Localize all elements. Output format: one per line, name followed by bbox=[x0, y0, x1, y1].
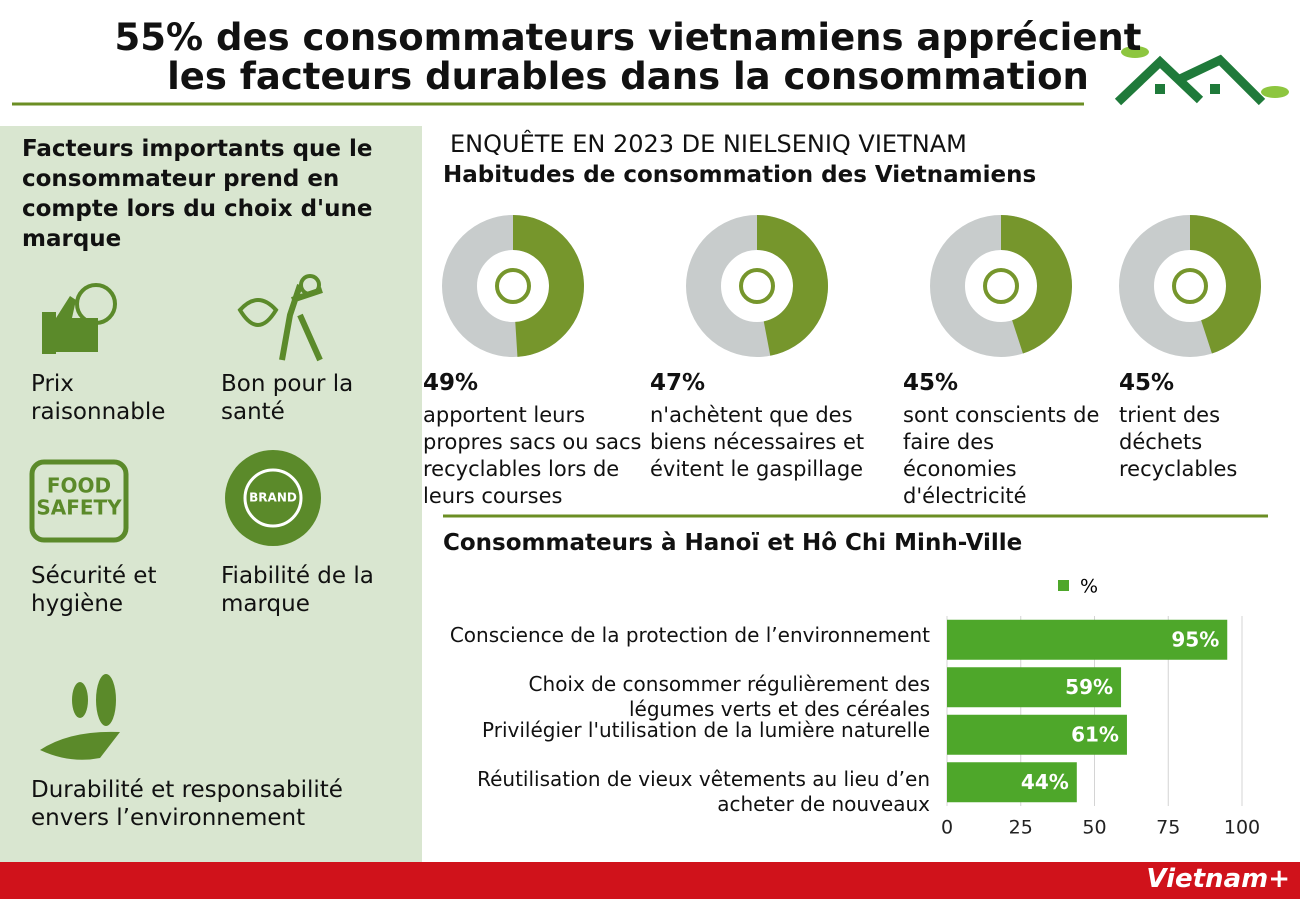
x-tick-label: 50 bbox=[1082, 817, 1106, 839]
logo bbox=[1114, 46, 1289, 106]
bar-value-label: 61% bbox=[1071, 722, 1119, 746]
survey-source: ENQUÊTE EN 2023 DE NIELSENIQ VIETNAM bbox=[450, 130, 967, 158]
y-category-label: Choix de consommer régulièrement des lég… bbox=[528, 672, 930, 722]
title-line: les facteurs durables dans la consommati… bbox=[167, 55, 1089, 98]
x-tick-label: 100 bbox=[1224, 817, 1260, 839]
title: 55% des consommateurs vietnamiens appréc… bbox=[0, 18, 1256, 96]
x-tick-label: 75 bbox=[1156, 817, 1180, 839]
donut-segment bbox=[1190, 215, 1261, 354]
donut-description: sont conscients de faire des économies d… bbox=[903, 403, 1100, 508]
donut-icon bbox=[983, 268, 1019, 304]
y-category-label: Privilégier l'utilisation de la lumière … bbox=[482, 718, 930, 743]
icon-text: SAFETY bbox=[36, 496, 122, 520]
footer-bar bbox=[0, 862, 1300, 899]
legend-label: % bbox=[1080, 576, 1098, 598]
bar-value-label: 95% bbox=[1171, 627, 1219, 651]
factor-label: Sécurité et hygiène bbox=[31, 563, 157, 617]
donut-value-label: 45% bbox=[1119, 370, 1175, 396]
donut-description: trient des déchets recyclables bbox=[1119, 403, 1238, 481]
footer-brand: Vietnam+ bbox=[1146, 864, 1290, 894]
x-tick-label: 25 bbox=[1009, 817, 1033, 839]
bar bbox=[947, 667, 1122, 708]
donut-value-label: 49% bbox=[423, 370, 479, 396]
bar-chart-title: Consommateurs à Hanoï et Hô Chi Minh-Vil… bbox=[443, 530, 1023, 556]
legend-swatch bbox=[1058, 580, 1069, 591]
donut-icon bbox=[1172, 268, 1208, 304]
survey-subtitle: Habitudes de consommation des Vietnamien… bbox=[443, 162, 1037, 188]
donut-description: apportent leurs propres sacs ou sacs rec… bbox=[423, 403, 642, 508]
bar bbox=[947, 714, 1127, 755]
x-tick-label: 0 bbox=[941, 817, 953, 839]
donut-value-label: 45% bbox=[903, 370, 959, 396]
icon-text: BRAND bbox=[249, 491, 297, 505]
donut-icon bbox=[739, 268, 775, 304]
donut-segment bbox=[513, 215, 584, 357]
factor-icons bbox=[29, 274, 323, 760]
factor-label: Prix raisonnable bbox=[31, 371, 166, 425]
factor-label: Durabilité et responsabilité envers l’en… bbox=[31, 777, 343, 831]
donut-description: n'achètent que des biens nécessaires et … bbox=[650, 403, 865, 481]
donut-icon bbox=[495, 268, 531, 304]
bar bbox=[947, 619, 1228, 660]
donut-segment bbox=[757, 215, 828, 356]
bar bbox=[947, 762, 1077, 803]
bar-value-label: 44% bbox=[1021, 770, 1069, 794]
donut-value-label: 47% bbox=[650, 370, 706, 396]
factor-label: Bon pour la santé bbox=[221, 371, 354, 425]
factor-label: Fiabilité de la marque bbox=[221, 563, 374, 617]
panel-title: Facteurs importants que le consommateur … bbox=[22, 136, 373, 252]
title-line: 55% des consommateurs vietnamiens appréc… bbox=[114, 16, 1142, 59]
y-category-label: Conscience de la protection de l’environ… bbox=[449, 623, 930, 648]
y-category-label: Réutilisation de vieux vêtements au lieu… bbox=[477, 767, 930, 817]
bar-value-label: 59% bbox=[1065, 675, 1113, 699]
donut-segment bbox=[1001, 215, 1072, 354]
icon-text: FOOD bbox=[47, 474, 111, 498]
